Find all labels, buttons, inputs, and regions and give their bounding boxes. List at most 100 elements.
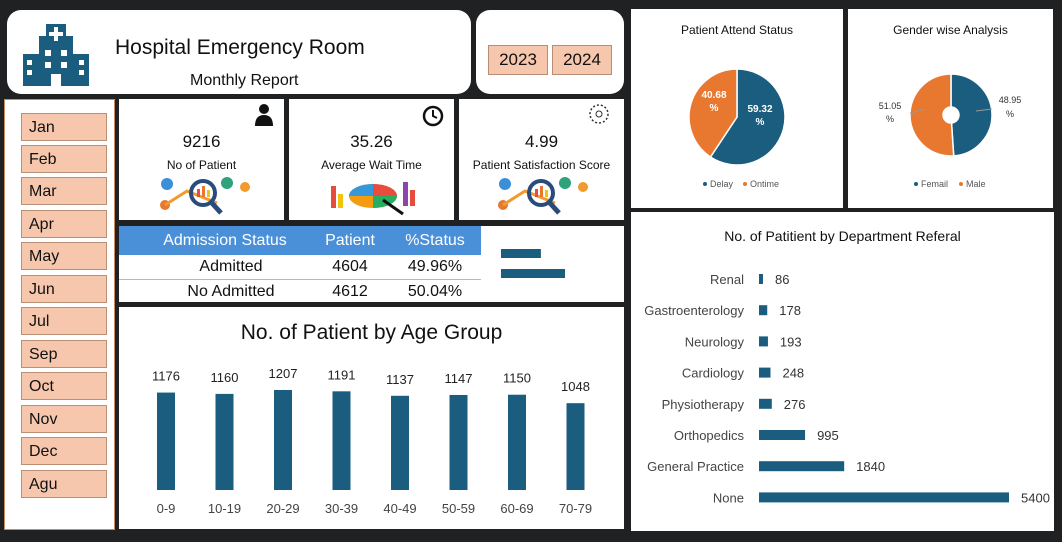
bar-data-label: 1191 bbox=[328, 367, 356, 382]
analytics-illustration-icon bbox=[160, 177, 250, 215]
department-bar bbox=[759, 398, 772, 409]
attend-status-chart-card: Patient Attend Status 40.68% 59.32% Delay O… bbox=[631, 9, 843, 208]
header-card: Hospital Emergency Room Monthly Report bbox=[7, 10, 471, 94]
year-slicer: 2023 2024 bbox=[476, 10, 624, 94]
donut-data-label: % bbox=[1006, 109, 1014, 119]
clock-icon bbox=[422, 105, 444, 127]
kpi-value: 4.99 bbox=[524, 132, 559, 151]
gender-donut-chart: 51.05% 48.95% Femail Male bbox=[879, 73, 1022, 189]
dotted-circle-icon bbox=[589, 104, 609, 124]
kpi-label: Patient Satisfaction Score bbox=[472, 158, 611, 172]
chart-title: No. of Patient by Age Group bbox=[240, 321, 503, 344]
month-button-nov[interactable]: Nov bbox=[21, 405, 107, 433]
month-button-may[interactable]: May bbox=[21, 242, 107, 270]
legend-label: Delay bbox=[710, 179, 734, 189]
bar-data-label: 1160 bbox=[211, 370, 239, 385]
pie-slice-delay bbox=[688, 68, 738, 159]
admission-row-patient: 4612 bbox=[332, 283, 368, 300]
x-tick-label: 0-9 bbox=[157, 501, 176, 516]
chart-title: Patient Attend Status bbox=[680, 23, 794, 37]
month-button-apr[interactable]: Apr bbox=[21, 210, 107, 238]
admission-row-status: No Admitted bbox=[187, 283, 275, 300]
admission-table-card: Admission Status Patient %Status Admitte… bbox=[119, 226, 624, 302]
bar-data-label: 1150 bbox=[503, 371, 531, 386]
y-tick-label: None bbox=[713, 490, 744, 505]
department-bar bbox=[759, 305, 768, 316]
y-tick-label: Neurology bbox=[685, 334, 745, 349]
bar-data-label: 1207 bbox=[269, 366, 298, 381]
admission-table-header bbox=[119, 226, 481, 255]
legend-marker bbox=[703, 182, 707, 186]
department-bar bbox=[759, 367, 771, 378]
donut-slice-male bbox=[950, 73, 993, 157]
pie-data-label: % bbox=[756, 117, 765, 128]
year-button-2024[interactable]: 2024 bbox=[552, 45, 612, 75]
age-bar bbox=[332, 391, 351, 490]
bar-data-label: 5400 bbox=[1021, 490, 1050, 505]
x-tick-label: 60-69 bbox=[500, 501, 533, 516]
x-tick-label: 20-29 bbox=[266, 501, 299, 516]
analytics-illustration-icon bbox=[498, 177, 588, 215]
y-tick-label: General Practice bbox=[647, 459, 744, 474]
legend-marker bbox=[914, 182, 918, 186]
bar-data-label: 1840 bbox=[856, 459, 885, 474]
legend-marker bbox=[959, 182, 963, 186]
month-button-dec[interactable]: Dec bbox=[21, 437, 107, 465]
page-subtitle: Monthly Report bbox=[190, 72, 299, 89]
pie-data-label: 59.32 bbox=[747, 104, 772, 115]
y-tick-label: Physiotherapy bbox=[662, 397, 745, 412]
chart-title: Gender wise Analysis bbox=[893, 23, 1008, 37]
department-bar bbox=[759, 274, 763, 284]
bar-data-label: 1147 bbox=[445, 371, 473, 386]
kpi-value: 35.26 bbox=[350, 132, 393, 151]
year-button-2023[interactable]: 2023 bbox=[488, 45, 548, 75]
age-bar bbox=[274, 390, 292, 490]
department-chart-card: No. of Patitient by Department Referal R… bbox=[631, 212, 1054, 531]
month-button-agu[interactable]: Agu bbox=[21, 470, 107, 498]
admission-bar bbox=[501, 269, 565, 278]
bar-data-label: 178 bbox=[779, 303, 801, 318]
x-tick-label: 10-19 bbox=[208, 501, 241, 516]
month-button-feb[interactable]: Feb bbox=[21, 145, 107, 173]
donut-data-label: 51.05 bbox=[879, 101, 902, 111]
month-button-sep[interactable]: Sep bbox=[21, 340, 107, 368]
bar-data-label: 193 bbox=[780, 334, 802, 349]
admission-row-percent: 50.04% bbox=[407, 283, 463, 300]
legend-label: Ontime bbox=[750, 179, 779, 189]
month-button-jan[interactable]: Jan bbox=[21, 113, 107, 141]
y-tick-label: Renal bbox=[710, 272, 744, 287]
admission-mini-bar-chart bbox=[501, 249, 565, 278]
month-button-jul[interactable]: Jul bbox=[21, 307, 107, 335]
attend-status-pie-chart: 40.68% 59.32% Delay Ontime bbox=[688, 68, 786, 189]
y-tick-label: Orthopedics bbox=[674, 428, 745, 443]
x-tick-label: 50-59 bbox=[442, 501, 475, 516]
department-bar bbox=[759, 461, 845, 472]
bar-data-label: 1137 bbox=[386, 372, 414, 387]
age-bar bbox=[157, 392, 175, 490]
month-button-jun[interactable]: Jun bbox=[21, 275, 107, 303]
kpi-card-patients: 9216 No of Patient bbox=[119, 99, 284, 220]
legend-label: Femail bbox=[921, 179, 948, 189]
bar-data-label: 276 bbox=[784, 397, 806, 412]
kpi-value: 9216 bbox=[182, 132, 221, 151]
leader-line bbox=[975, 108, 993, 112]
y-tick-label: Gastroenterology bbox=[644, 303, 744, 318]
month-button-mar[interactable]: Mar bbox=[21, 177, 107, 205]
admission-bar bbox=[501, 249, 541, 258]
bar-data-label: 1048 bbox=[561, 379, 590, 394]
age-bar bbox=[508, 394, 526, 490]
department-bar bbox=[759, 492, 1009, 503]
kpi-card-wait-time: 35.26 Average Wait Time bbox=[289, 99, 454, 220]
admission-row-percent: 49.96% bbox=[407, 258, 463, 275]
legend-label: Male bbox=[966, 179, 986, 189]
department-bar-chart: Renal 86 Gastroenterology 178 Neurology 193 Ca… bbox=[644, 272, 1050, 505]
bar-data-label: 1176 bbox=[152, 369, 180, 384]
admission-header-percent: %Status bbox=[405, 232, 465, 249]
month-button-oct[interactable]: Oct bbox=[21, 372, 107, 400]
x-tick-label: 40-49 bbox=[383, 501, 416, 516]
leader-line bbox=[909, 108, 927, 114]
donut-data-label: 48.95 bbox=[999, 95, 1022, 105]
y-tick-label: Cardiology bbox=[682, 366, 745, 381]
admission-row-status: Admitted bbox=[199, 258, 263, 275]
person-icon bbox=[255, 104, 273, 126]
